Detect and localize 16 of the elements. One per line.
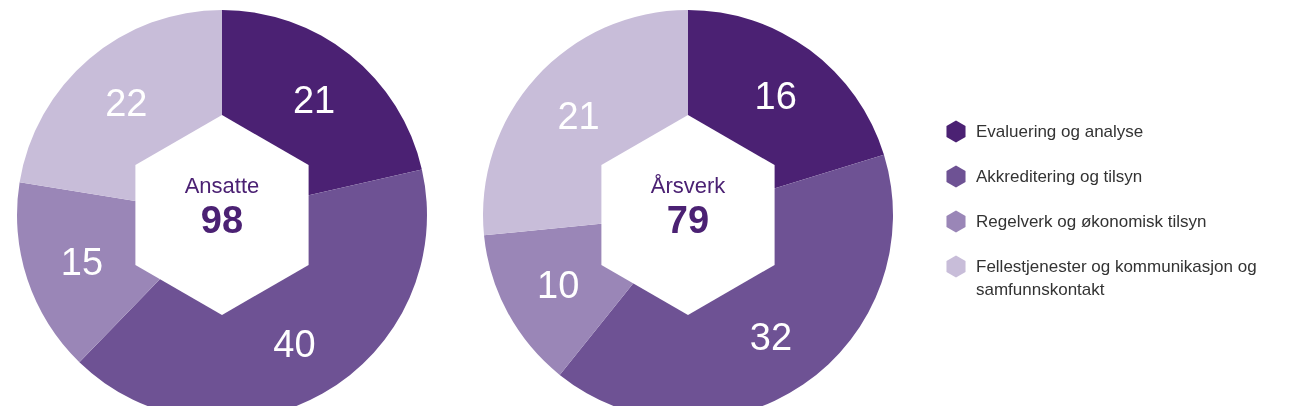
legend-label: Akkreditering og tilsyn bbox=[976, 166, 1143, 188]
text: Årsverk bbox=[649, 173, 727, 198]
legend-label: Fellestjenester og kommunikasjon og samfunnskontakt bbox=[976, 256, 1258, 301]
text: Ansatte bbox=[183, 173, 261, 198]
text: 98 bbox=[199, 199, 245, 241]
legend-label: Regelverk og økonomisk tilsyn bbox=[976, 211, 1207, 233]
data-label: 16 bbox=[754, 75, 797, 118]
data-label: 15 bbox=[60, 240, 104, 283]
data-label: 21 bbox=[292, 78, 336, 121]
data-label: 40 bbox=[273, 322, 316, 365]
legend-label: Evaluering og analyse bbox=[976, 121, 1144, 143]
data-label: 10 bbox=[537, 264, 580, 307]
text: 79 bbox=[665, 199, 711, 241]
data-label: 21 bbox=[557, 94, 600, 137]
data-label: 32 bbox=[749, 316, 793, 359]
data-label: 22 bbox=[105, 81, 148, 124]
